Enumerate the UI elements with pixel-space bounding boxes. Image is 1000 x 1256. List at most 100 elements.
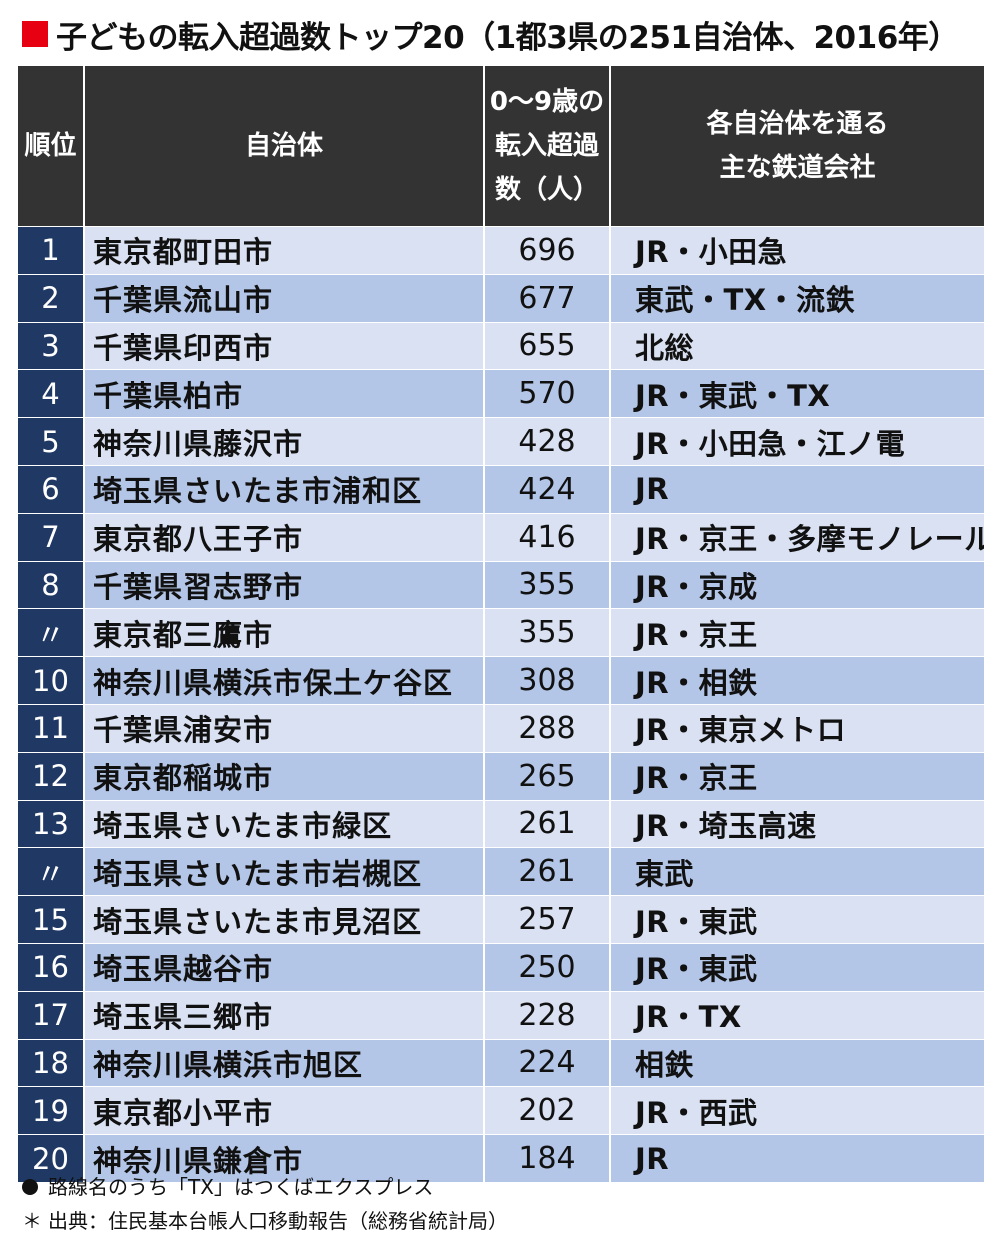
municipality-cell: 神奈川県横浜市旭区 bbox=[83, 1038, 484, 1087]
count-cell: 655 bbox=[483, 321, 610, 370]
note-source: ＊ 出典：住民基本台帳人口移動報告（総務省統計局） bbox=[22, 1204, 982, 1238]
rank-cell: 10 bbox=[18, 656, 84, 705]
count-cell: 184 bbox=[483, 1134, 610, 1182]
municipality-cell: 神奈川県横浜市保土ケ谷区 bbox=[83, 656, 484, 705]
municipality-cell: 埼玉県三郷市 bbox=[83, 990, 484, 1040]
count-cell: 228 bbox=[483, 990, 610, 1040]
count-cell: 261 bbox=[483, 799, 610, 848]
rank-cell: 2 bbox=[18, 273, 84, 323]
railways-cell: JR・京王 bbox=[609, 608, 984, 657]
bullet-icon bbox=[22, 1179, 38, 1195]
count-cell: 257 bbox=[483, 895, 610, 944]
header-count-line-2: 転入超過 bbox=[494, 131, 599, 161]
rank-cell: 1 bbox=[18, 226, 84, 275]
count-cell: 424 bbox=[483, 464, 610, 514]
header-rail-line-2: 主な鉄道会社 bbox=[719, 153, 876, 183]
rank-cell: 15 bbox=[18, 895, 84, 944]
note-tx: 路線名のうち「TX」はつくばエクスプレス bbox=[22, 1170, 982, 1204]
municipality-cell: 埼玉県さいたま市緑区 bbox=[83, 799, 484, 848]
count-cell: 696 bbox=[483, 226, 610, 275]
railways-cell: 相鉄 bbox=[609, 1038, 984, 1087]
municipality-cell: 埼玉県さいたま市見沼区 bbox=[83, 895, 484, 944]
table-body: 1 東京都町田市 696 JR・小田急 2 千葉県流山市 677 東武・TX・流鉄 3 千葉県印西… bbox=[18, 226, 984, 1182]
table-row: 16 埼玉県越谷市 250 JR・東武 bbox=[18, 942, 984, 992]
header-railways: 各自治体を通る 主な鉄道会社 bbox=[609, 66, 984, 227]
count-cell: 308 bbox=[483, 656, 610, 705]
railways-cell: JR bbox=[609, 464, 984, 514]
railways-cell: JR・西武 bbox=[609, 1086, 984, 1135]
rank-cell: 〃 bbox=[18, 608, 84, 657]
count-cell: 416 bbox=[483, 512, 610, 562]
railways-cell: JR・埼玉高速 bbox=[609, 799, 984, 848]
railways-cell: JR・TX bbox=[609, 990, 984, 1040]
table-row: 10 神奈川県横浜市保土ケ谷区 308 JR・相鉄 bbox=[18, 656, 984, 705]
municipality-cell: 埼玉県越谷市 bbox=[83, 942, 484, 992]
table-row: 〃埼玉県さいたま市岩槻区 261 東武 bbox=[18, 847, 984, 896]
rank-cell: 13 bbox=[18, 799, 84, 848]
table-row: 〃東京都三鷹市 355 JR・京王 bbox=[18, 608, 984, 657]
rank-cell: 16 bbox=[18, 942, 84, 992]
rank-cell: 7 bbox=[18, 512, 84, 562]
title-marker-square bbox=[22, 21, 48, 47]
railways-cell: JR・京王 bbox=[609, 751, 984, 801]
note-tx-text: 路線名のうち「TX」はつくばエクスプレス bbox=[48, 1175, 434, 1199]
rank-cell: 6 bbox=[18, 464, 84, 514]
railways-cell: 北総 bbox=[609, 321, 984, 370]
header-municipality: 自治体 bbox=[83, 66, 484, 227]
rank-cell: 20 bbox=[18, 1134, 84, 1182]
railways-cell: JR・東武 bbox=[609, 942, 984, 992]
municipality-cell: 千葉県柏市 bbox=[83, 369, 484, 418]
table-row: 11 千葉県浦安市 288 JR・東京メトロ bbox=[18, 703, 984, 753]
railways-cell: JR・小田急・江ノ電 bbox=[609, 417, 984, 466]
count-cell: 570 bbox=[483, 369, 610, 418]
table-row: 4 千葉県柏市 570 JR・東武・TX bbox=[18, 369, 984, 418]
header-rank: 順位 bbox=[18, 66, 84, 227]
count-cell: 265 bbox=[483, 751, 610, 801]
railways-cell: JR・相鉄 bbox=[609, 656, 984, 705]
count-cell: 261 bbox=[483, 847, 610, 896]
rank-cell: 17 bbox=[18, 990, 84, 1040]
municipality-cell: 神奈川県藤沢市 bbox=[83, 417, 484, 466]
municipality-cell: 東京都小平市 bbox=[83, 1086, 484, 1135]
rank-cell: 5 bbox=[18, 417, 84, 466]
table-row: 19 東京都小平市 202 JR・西武 bbox=[18, 1086, 984, 1135]
municipality-cell: 千葉県印西市 bbox=[83, 321, 484, 370]
asterisk-mark: ＊ bbox=[22, 1209, 42, 1233]
railways-cell: JR・京王・多摩モノレール bbox=[609, 512, 984, 562]
header-count: 0～9歳の 転入超過 数（人） bbox=[483, 66, 610, 227]
count-cell: 288 bbox=[483, 703, 610, 753]
chart-title: 子どもの転入超過数トップ20（1都3県の251自治体、2016年） bbox=[56, 19, 959, 56]
railways-cell: JR・京成 bbox=[609, 560, 984, 609]
header-count-line-1: 0～9歳の bbox=[489, 87, 605, 117]
table-row: 17 埼玉県三郷市 228 JR・TX bbox=[18, 990, 984, 1040]
municipality-cell: 東京都町田市 bbox=[83, 226, 484, 275]
table-row: 13 埼玉県さいたま市緑区 261 JR・埼玉高速 bbox=[18, 799, 984, 848]
rank-cell: 19 bbox=[18, 1086, 84, 1135]
rank-cell: 3 bbox=[18, 321, 84, 370]
railways-cell: 東武 bbox=[609, 847, 984, 896]
table-row: 3 千葉県印西市 655 北総 bbox=[18, 321, 984, 370]
municipality-cell: 東京都八王子市 bbox=[83, 512, 484, 562]
table-row: 18 神奈川県横浜市旭区 224 相鉄 bbox=[18, 1038, 984, 1087]
railways-cell: JR・東武 bbox=[609, 895, 984, 944]
municipality-cell: 東京都三鷹市 bbox=[83, 608, 484, 657]
notes: 路線名のうち「TX」はつくばエクスプレス ＊ 出典：住民基本台帳人口移動報告（総… bbox=[22, 1170, 982, 1238]
rank-cell: 8 bbox=[18, 560, 84, 609]
municipality-cell: 埼玉県さいたま市岩槻区 bbox=[83, 847, 484, 896]
table-row: 6 埼玉県さいたま市浦和区 424 JR bbox=[18, 464, 984, 514]
table-row: 12 東京都稲城市 265 JR・京王 bbox=[18, 751, 984, 801]
table-row: 7 東京都八王子市 416 JR・京王・多摩モノレール bbox=[18, 512, 984, 562]
municipality-cell: 神奈川県鎌倉市 bbox=[83, 1134, 484, 1182]
count-cell: 250 bbox=[483, 942, 610, 992]
rank-cell: 〃 bbox=[18, 847, 84, 896]
count-cell: 355 bbox=[483, 560, 610, 609]
count-cell: 677 bbox=[483, 273, 610, 323]
municipality-cell: 千葉県習志野市 bbox=[83, 560, 484, 609]
railways-cell: JR・小田急 bbox=[609, 226, 984, 275]
table-row: 20 神奈川県鎌倉市 184 JR bbox=[18, 1134, 984, 1182]
table-row: 15 埼玉県さいたま市見沼区 257 JR・東武 bbox=[18, 895, 984, 944]
rank-cell: 12 bbox=[18, 751, 84, 801]
railways-cell: JR bbox=[609, 1134, 984, 1182]
rank-cell: 4 bbox=[18, 369, 84, 418]
